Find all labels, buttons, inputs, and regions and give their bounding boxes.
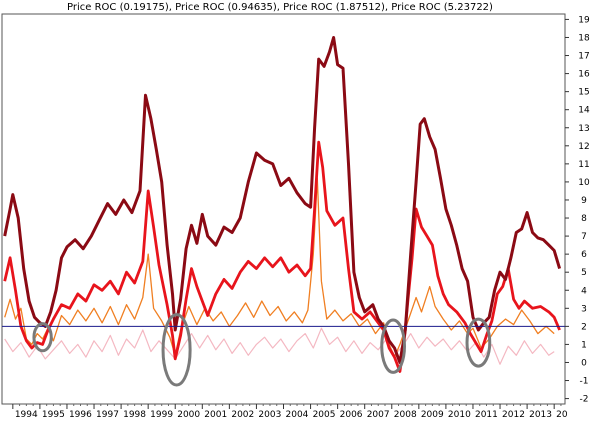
y-tick-label: 16 [578,70,590,80]
x-tick-label: 2009 [421,410,444,420]
x-tick-label: 2002 [231,410,254,420]
series-line-1 [4,327,555,365]
y-tick-label: 10 [578,178,590,188]
y-tick-label: -2 [580,395,589,405]
x-tick-label: 2005 [313,410,336,420]
y-tick-label: 3 [581,304,587,314]
x-tick-label: 2012 [502,410,525,420]
series-line-3 [3,140,561,373]
y-tick-label: 17 [578,52,589,62]
x-tick-label: 2001 [204,410,227,420]
x-tick-label: 20 [556,410,568,420]
x-tick-label: 1996 [69,410,92,420]
chart-title: Price ROC (0.19175), Price ROC (0.94635)… [67,2,493,13]
y-tick-label: 11 [578,160,589,170]
x-tick-label: 1999 [150,410,173,420]
y-tick-label: 0 [581,358,587,368]
y-tick-label: -1 [580,377,589,387]
x-tick-label: 2008 [394,410,417,420]
y-tick-label: 4 [581,286,587,296]
series-line-2 [4,177,555,358]
y-tick-label: 2 [581,322,587,332]
highlight-ellipse-4 [465,317,492,368]
annotation-layer [32,313,492,387]
x-tick-label: 1998 [123,410,146,420]
y-tick-label: 12 [578,142,589,152]
x-tick-label: 1995 [42,410,65,420]
x-tick-label: 2004 [286,410,309,420]
x-tick-label: 2000 [177,410,200,420]
x-tick-label: 2011 [475,410,498,420]
y-tick-label: 5 [581,268,587,278]
highlight-ellipse-2 [161,313,192,387]
y-tick-label: 1 [581,340,587,350]
highlight-ellipse-1 [32,322,53,353]
y-tick-label: 18 [578,33,590,43]
y-tick-label: 14 [578,106,590,116]
y-tick-label: 7 [581,232,587,242]
y-tick-label: 13 [578,124,589,134]
x-tick-label: 2003 [258,410,281,420]
x-tick-label: 2006 [340,410,363,420]
series-layer [3,36,562,373]
y-tick-label: 9 [581,196,587,206]
x-tick-label: 1997 [96,410,119,420]
x-tick-label: 2007 [367,410,390,420]
y-tick-label: 15 [578,88,589,98]
x-axis: 1994 1995 1996 1997 1998 1999 2000 2001 2002 2003… [12,404,568,420]
x-tick-label: 2010 [448,410,471,420]
highlight-ellipse-3 [380,318,406,374]
y-tick-label: 19 [578,15,590,25]
y-tick-label: 6 [581,250,587,260]
x-tick-label: 1994 [15,410,38,420]
x-tick-label: 2013 [529,410,552,420]
y-tick-label: 8 [581,214,587,224]
